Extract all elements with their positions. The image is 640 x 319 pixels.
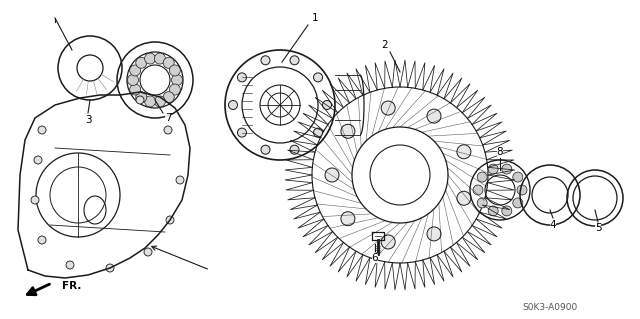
Circle shape (341, 212, 355, 226)
Circle shape (31, 196, 39, 204)
Circle shape (154, 53, 165, 64)
Circle shape (163, 57, 174, 68)
Text: S0K3-A0900: S0K3-A0900 (522, 302, 578, 311)
Circle shape (130, 84, 141, 95)
Circle shape (290, 145, 299, 154)
Circle shape (488, 164, 498, 174)
Circle shape (477, 172, 487, 182)
Circle shape (488, 206, 498, 216)
Circle shape (314, 128, 323, 137)
Text: 7: 7 (164, 113, 172, 123)
Circle shape (427, 227, 441, 241)
Circle shape (477, 198, 487, 208)
Circle shape (473, 185, 483, 195)
Circle shape (127, 75, 138, 85)
Circle shape (136, 92, 147, 103)
Circle shape (154, 96, 165, 107)
Circle shape (38, 236, 46, 244)
Circle shape (323, 100, 332, 109)
Circle shape (172, 75, 182, 85)
Circle shape (66, 261, 74, 269)
Circle shape (166, 216, 174, 224)
Text: FR.: FR. (62, 281, 81, 291)
Circle shape (427, 109, 441, 123)
Circle shape (237, 73, 246, 82)
Circle shape (513, 198, 523, 208)
Circle shape (130, 65, 141, 76)
Circle shape (290, 56, 299, 65)
Circle shape (164, 126, 172, 134)
Text: 4: 4 (550, 220, 556, 230)
Circle shape (38, 126, 46, 134)
Circle shape (237, 128, 246, 137)
Circle shape (136, 57, 147, 68)
Circle shape (502, 164, 512, 174)
Circle shape (228, 100, 237, 109)
Circle shape (163, 92, 174, 103)
Circle shape (176, 176, 184, 184)
Circle shape (261, 56, 270, 65)
Circle shape (144, 248, 152, 256)
Circle shape (457, 191, 471, 205)
Circle shape (170, 84, 180, 95)
Circle shape (145, 53, 156, 64)
Text: 5: 5 (595, 223, 602, 233)
Text: 1: 1 (312, 13, 318, 23)
Circle shape (381, 235, 395, 249)
Circle shape (513, 172, 523, 182)
Circle shape (261, 145, 270, 154)
Circle shape (381, 101, 395, 115)
Text: 2: 2 (381, 40, 388, 50)
Circle shape (517, 185, 527, 195)
Circle shape (314, 73, 323, 82)
Circle shape (136, 96, 144, 104)
Circle shape (34, 156, 42, 164)
Circle shape (325, 168, 339, 182)
Circle shape (170, 65, 180, 76)
Text: 3: 3 (84, 115, 92, 125)
Circle shape (502, 206, 512, 216)
Circle shape (457, 145, 471, 159)
Text: 6: 6 (372, 253, 378, 263)
Circle shape (106, 264, 114, 272)
Circle shape (341, 124, 355, 138)
Circle shape (145, 96, 156, 107)
Text: 8: 8 (497, 147, 503, 157)
